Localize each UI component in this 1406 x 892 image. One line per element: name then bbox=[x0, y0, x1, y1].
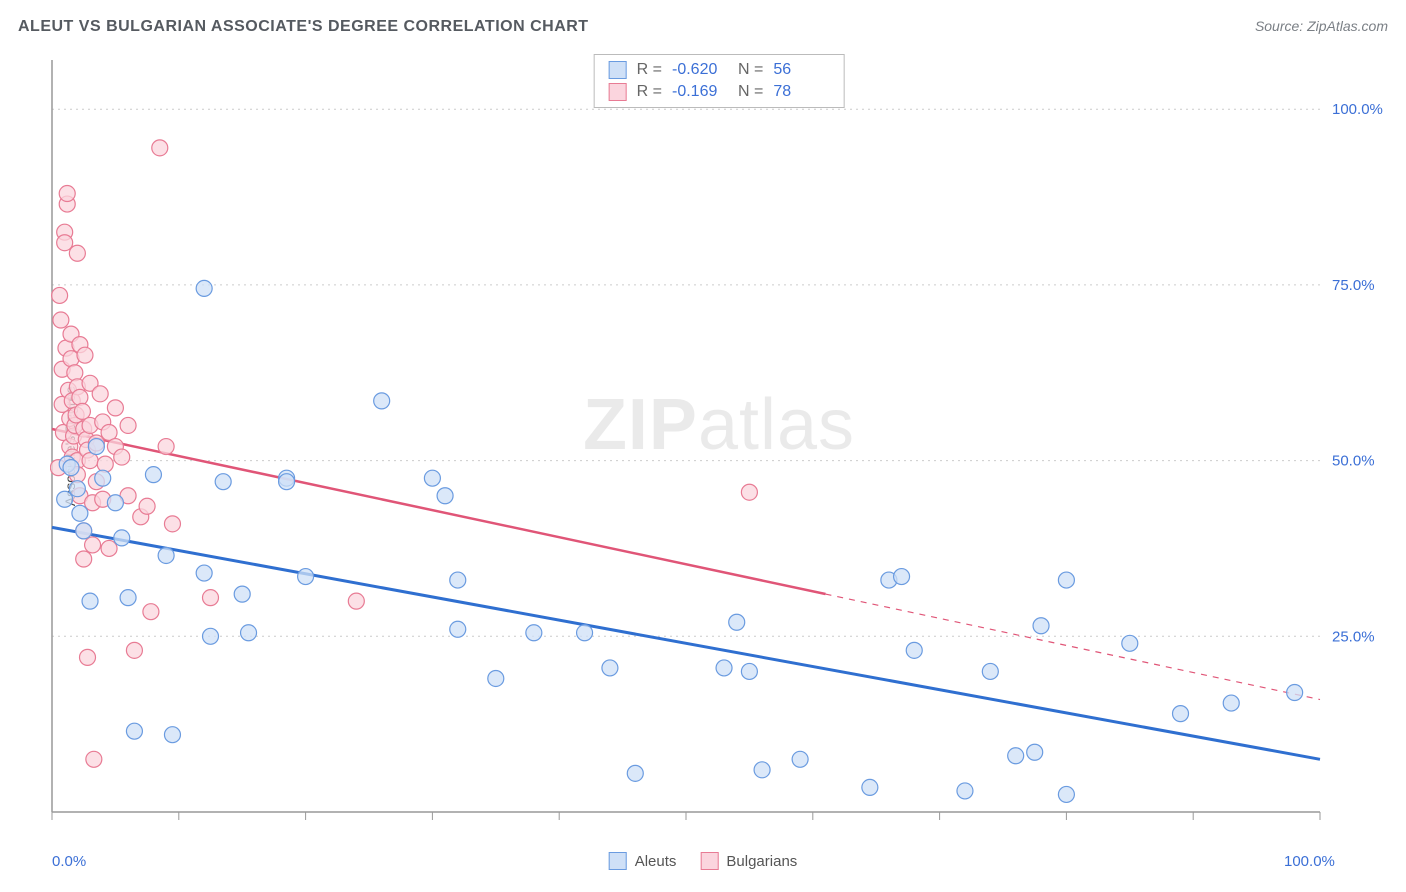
title-row: ALEUT VS BULGARIAN ASSOCIATE'S DEGREE CO… bbox=[18, 18, 1388, 36]
legend-item-aleuts: Aleuts bbox=[609, 852, 677, 870]
stat-row-bulgarians: R =-0.169N =78 bbox=[597, 81, 842, 103]
source-attribution: Source: ZipAtlas.com bbox=[1255, 18, 1388, 34]
plot-area: ZIPatlas 25.0%50.0%75.0%100.0% R =-0.620… bbox=[50, 50, 1388, 832]
series-legend: Aleuts Bulgarians bbox=[609, 852, 798, 870]
swatch-icon bbox=[609, 852, 627, 870]
stat-row-aleuts: R =-0.620N =56 bbox=[597, 59, 842, 81]
scatter-chart: 25.0% 50.0% 75.0% 100.0% bbox=[50, 50, 1388, 832]
correlation-stats-box: R =-0.620N =56R =-0.169N =78 bbox=[594, 54, 845, 108]
svg-text:25.0%: 25.0% bbox=[1332, 628, 1375, 645]
swatch-icon bbox=[700, 852, 718, 870]
svg-text:100.0%: 100.0% bbox=[1332, 101, 1383, 118]
swatch-icon bbox=[609, 61, 627, 79]
svg-text:75.0%: 75.0% bbox=[1332, 277, 1375, 294]
x-axis-min-label: 0.0% bbox=[52, 853, 86, 870]
swatch-icon bbox=[609, 83, 627, 101]
legend-item-bulgarians: Bulgarians bbox=[700, 852, 797, 870]
x-axis-max-label: 100.0% bbox=[1284, 853, 1335, 870]
svg-text:50.0%: 50.0% bbox=[1332, 453, 1375, 470]
chart-title: ALEUT VS BULGARIAN ASSOCIATE'S DEGREE CO… bbox=[18, 18, 589, 36]
